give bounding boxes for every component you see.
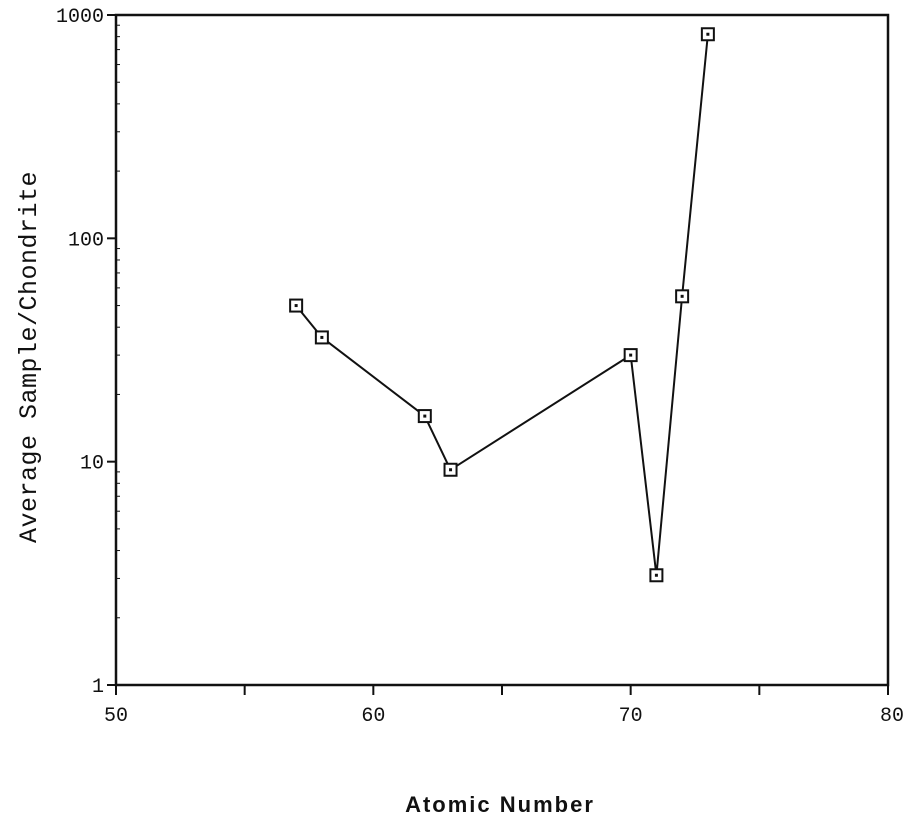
y-tick-label: 100: [68, 229, 104, 252]
data-point-dot: [320, 335, 324, 339]
series-layer: [289, 27, 715, 583]
data-point-dot: [449, 468, 453, 472]
data-point: [417, 409, 432, 424]
data-point-dot: [629, 353, 633, 357]
data-point: [314, 330, 329, 345]
y-axis-title: Average Sample/Chondrite: [15, 171, 44, 543]
y-axis-ticks: 1 10 100 1000: [56, 6, 120, 699]
data-point: [649, 568, 664, 583]
data-point: [700, 27, 715, 42]
data-point-dot: [423, 414, 427, 418]
data-point: [675, 289, 690, 304]
data-point-dot: [680, 294, 684, 298]
x-tick-label: 50: [104, 705, 128, 728]
data-point-dot: [294, 304, 298, 308]
x-tick-label: 60: [361, 705, 385, 728]
y-tick-label: 1000: [56, 6, 104, 29]
x-tick-label: 80: [880, 705, 904, 728]
x-tick-label: 70: [619, 705, 643, 728]
x-axis-title: Atomic Number: [405, 792, 595, 817]
data-point-dot: [654, 573, 658, 577]
plot-frame: [114, 13, 890, 687]
data-point-dot: [706, 32, 710, 36]
data-point: [289, 298, 304, 313]
data-point: [623, 348, 638, 363]
y-tick-label: 10: [80, 453, 104, 476]
x-axis-ticks: 50 60 70 80: [104, 685, 904, 728]
y-tick-label: 1: [92, 676, 104, 699]
series-line: [295, 34, 709, 577]
data-point: [443, 462, 458, 477]
